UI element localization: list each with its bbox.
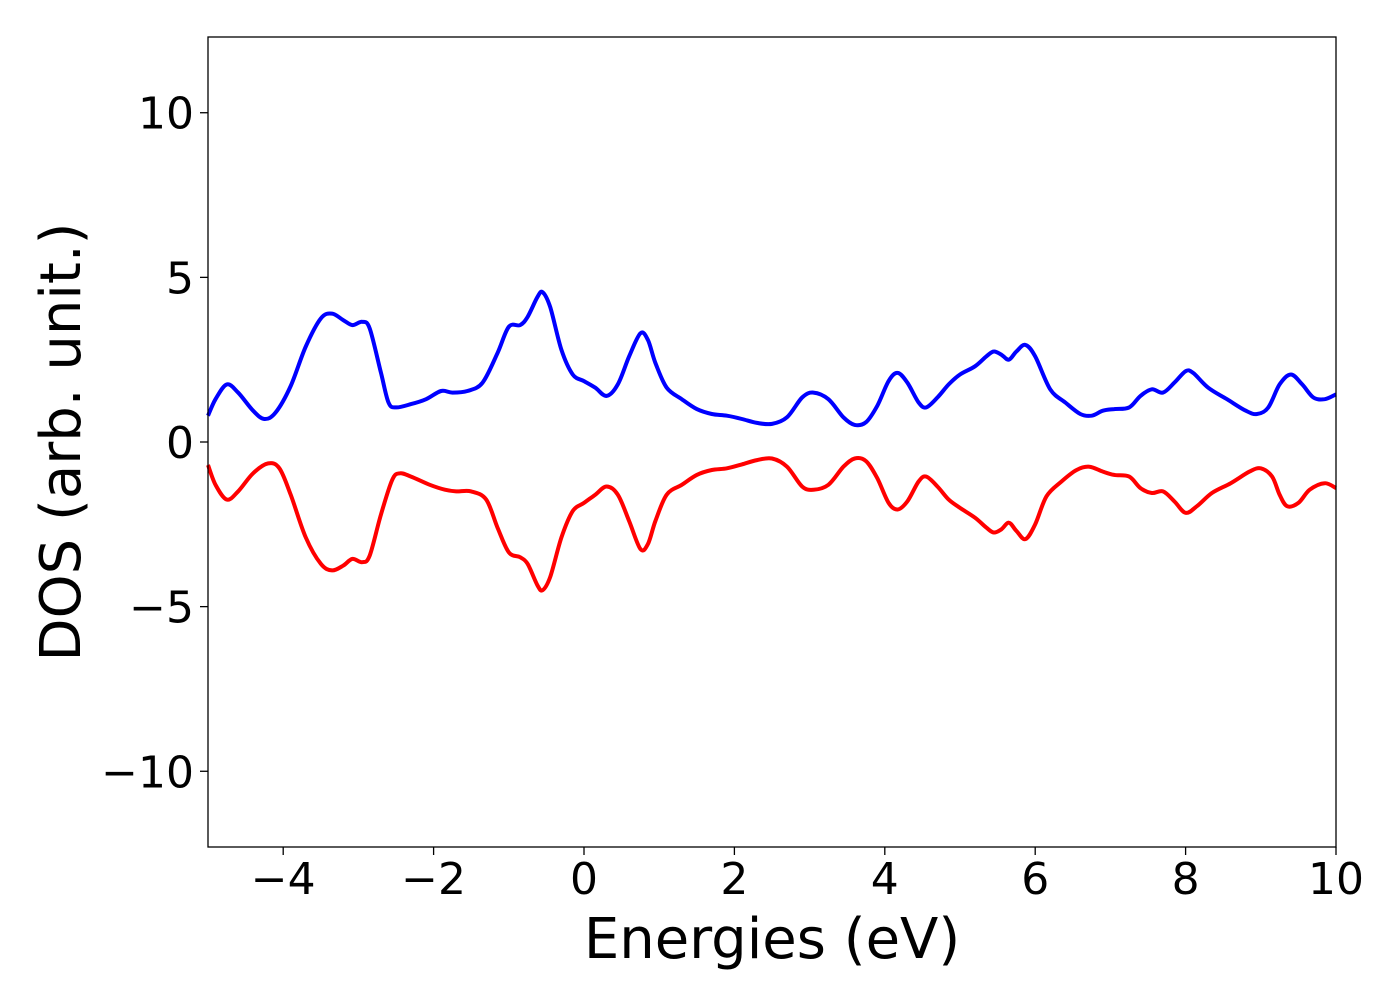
x-ticks: −4 −2 0 2 4 6 8 10 (251, 847, 1364, 905)
x-tick-label: 10 (1308, 854, 1364, 905)
x-tick-label: 8 (1172, 854, 1200, 905)
x-tick-label: 4 (871, 854, 899, 905)
y-tick-label: −5 (129, 583, 194, 634)
y-tick-label: 5 (166, 253, 194, 304)
y-ticks: 10 5 0 −5 −10 (101, 89, 208, 798)
series-line-1 (206, 289, 1337, 428)
y-tick-label: 0 (166, 418, 194, 469)
x-tick-label: −4 (251, 854, 316, 905)
series-line-2 (206, 456, 1337, 593)
x-axis-label: Energies (eV) (584, 907, 960, 972)
series-layer (206, 289, 1337, 593)
y-axis-label: DOS (arb. unit.) (29, 222, 94, 661)
x-tick-label: 0 (570, 854, 598, 905)
y-tick-label: −10 (101, 747, 194, 798)
x-tick-label: −2 (401, 854, 466, 905)
x-tick-label: 2 (720, 854, 748, 905)
y-tick-label: 10 (138, 89, 194, 140)
plot-area (208, 37, 1336, 847)
x-tick-label: 6 (1021, 854, 1049, 905)
